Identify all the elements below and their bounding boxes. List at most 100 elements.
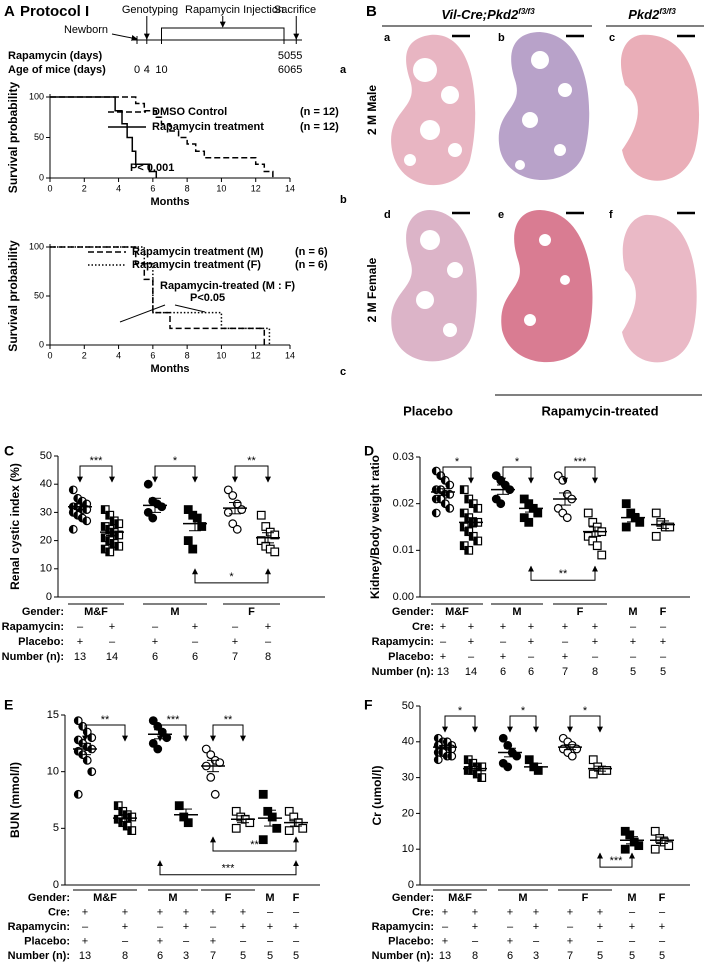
row-label: Rapamycin (days): [8, 50, 102, 62]
x-axis-label: Months: [150, 196, 189, 208]
annotation-pointer: [119, 304, 166, 323]
row-cell: 14: [465, 666, 477, 678]
point-shape: [503, 740, 513, 750]
data-point: [270, 547, 280, 557]
sig-label: ***: [610, 855, 624, 867]
row-cell: 6: [500, 666, 506, 678]
data-point: [148, 738, 158, 748]
sem-bar: [626, 836, 638, 845]
data-point: [459, 508, 469, 518]
row-cell: M&F: [93, 892, 117, 904]
sem-bar: [589, 526, 601, 537]
annotation: P<0.05: [190, 292, 225, 304]
data-point: [650, 826, 660, 836]
row-cell: +: [109, 621, 115, 633]
point-half: [73, 511, 78, 520]
row-cell: –: [562, 636, 569, 648]
data-point: [127, 812, 137, 822]
row-cell: 5: [597, 950, 603, 962]
data-point: [237, 505, 247, 514]
row-cell: 13: [437, 666, 449, 678]
row-cell: –: [507, 921, 514, 933]
data-point: [143, 479, 153, 489]
data-point: [256, 536, 266, 545]
point-half: [468, 759, 473, 768]
point-half: [114, 801, 119, 810]
point-half: [438, 748, 443, 757]
y-tick-label: 50: [34, 290, 44, 300]
row-cell: –: [442, 921, 449, 933]
survival-curve: [50, 246, 266, 345]
row-cell: +: [630, 636, 636, 648]
row-cell: 13: [74, 651, 86, 663]
rapamycin-day: 50: [278, 50, 290, 62]
x-tick-label: 2: [82, 183, 87, 193]
sem-bar: [189, 516, 201, 532]
row-cell: +: [472, 921, 478, 933]
row-cell: M: [168, 892, 177, 904]
row-cell: –: [567, 921, 574, 933]
data-point: [289, 812, 299, 822]
point-half: [78, 514, 83, 522]
row-cell: 5: [629, 950, 635, 962]
point-half: [74, 736, 79, 744]
row-cell: +: [82, 935, 88, 947]
panel-letter: F: [364, 697, 373, 713]
row-cell: –: [630, 621, 637, 633]
point-half: [74, 790, 79, 799]
data-point: [567, 751, 577, 761]
row-cell: –: [183, 935, 190, 947]
point-shape: [533, 508, 543, 518]
sem-bar: [149, 497, 161, 513]
sem-bar: [564, 744, 576, 751]
data-point: [231, 823, 241, 833]
row-label: Number (n):: [8, 950, 70, 962]
row-cell: +: [472, 906, 478, 918]
data-point: [464, 545, 474, 555]
point-half: [74, 716, 79, 725]
rapamycin-day: 55: [290, 50, 302, 62]
point-half: [436, 471, 441, 480]
row-cell: –: [267, 935, 274, 947]
row-cell: –: [265, 636, 272, 648]
point-shape: [592, 541, 602, 551]
point-half: [473, 537, 478, 545]
panel-letter: E: [4, 697, 13, 713]
point-shape: [298, 823, 308, 833]
point-shape: [498, 733, 508, 743]
x-tick-label: 8: [185, 350, 190, 360]
genotype-header: Pkd2f3/f3: [628, 7, 676, 23]
row-cell: –: [629, 906, 636, 918]
row-cell: 8: [265, 651, 271, 663]
y-tick-label: 5: [53, 822, 59, 834]
row-cell: –: [82, 921, 89, 933]
row-label: 2 M Female: [365, 257, 379, 322]
data-point: [223, 485, 233, 495]
sig-label: *: [458, 705, 463, 717]
row-cell: –: [293, 906, 300, 918]
sub-panel-letter: b: [340, 194, 347, 206]
data-point: [113, 801, 123, 811]
point-half: [473, 770, 478, 778]
data-point: [231, 806, 241, 816]
survival-curve: [50, 96, 274, 178]
data-point: [459, 485, 469, 495]
point-shape: [143, 479, 153, 489]
row-label: Gender:: [392, 606, 434, 618]
row-cell: +: [533, 906, 539, 918]
point-shape: [270, 547, 280, 557]
row-cell: 7: [567, 950, 573, 962]
data-point: [597, 550, 607, 560]
row-label: Rapamycin:: [8, 921, 70, 933]
y-tick-label: 0: [39, 172, 44, 182]
annotation: P< 0.001: [130, 162, 174, 174]
point-shape: [620, 844, 630, 854]
data-point: [464, 527, 474, 537]
row-cell: F: [577, 606, 584, 618]
point-shape: [284, 806, 294, 816]
row-cell: –: [597, 935, 604, 947]
row-cell: –: [630, 651, 637, 663]
data-point: [223, 508, 233, 517]
data-point: [228, 491, 238, 500]
